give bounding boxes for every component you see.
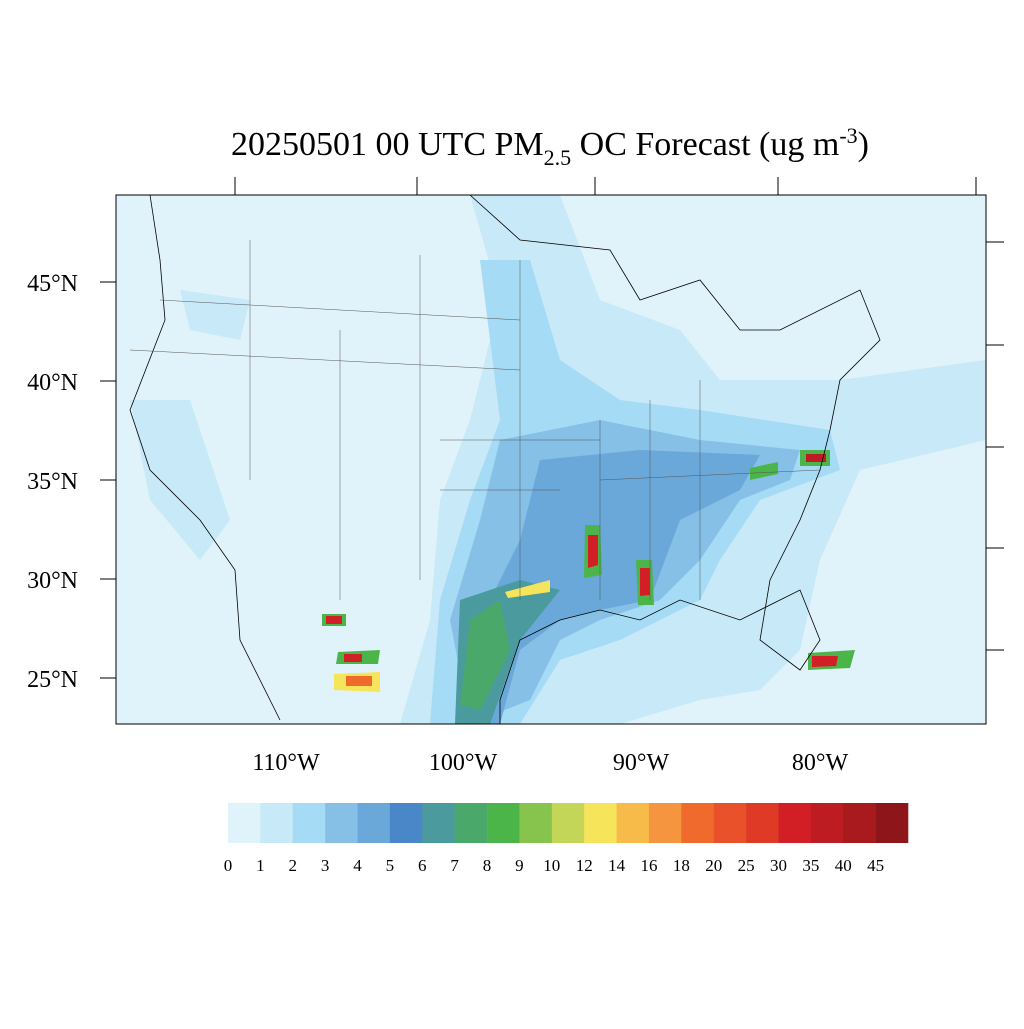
colorbar-swatch bbox=[584, 803, 617, 843]
colorbar-label: 10 bbox=[543, 856, 560, 875]
state-borders bbox=[129, 240, 821, 600]
lon-label: 90°W bbox=[613, 750, 670, 776]
colorbar-label: 0 bbox=[224, 856, 233, 875]
colorbar-swatch bbox=[713, 803, 747, 843]
lat-label: 25°N bbox=[27, 667, 78, 693]
colorbar-label: 16 bbox=[640, 856, 657, 875]
colorbar-swatch bbox=[228, 803, 261, 843]
colorbar-label: 12 bbox=[576, 856, 593, 875]
colorbar-swatch bbox=[778, 803, 812, 843]
colorbar-label: 4 bbox=[353, 856, 362, 875]
colorbar-swatch bbox=[616, 803, 650, 843]
lon-label: 110°W bbox=[252, 750, 320, 776]
colorbar-swatch bbox=[292, 803, 326, 843]
lon-label: 80°W bbox=[792, 750, 849, 776]
colorbar-label: 1 bbox=[256, 856, 265, 875]
colorbar-label: 30 bbox=[770, 856, 787, 875]
colorbar-label: 6 bbox=[418, 856, 427, 875]
colorbar-swatch bbox=[519, 803, 553, 843]
colorbar-label: 8 bbox=[483, 856, 492, 875]
lon-label: 100°W bbox=[429, 750, 498, 776]
colorbar-label: 9 bbox=[515, 856, 524, 875]
colorbar-label: 18 bbox=[673, 856, 690, 875]
colorbar-swatch bbox=[648, 803, 682, 843]
lat-label: 45°N bbox=[27, 271, 78, 297]
lat-label: 40°N bbox=[27, 370, 78, 396]
colorbar-swatch bbox=[843, 803, 876, 843]
colorbar-label: 2 bbox=[289, 856, 298, 875]
map-title: 20250501 00 UTC PM2.5 OC Forecast (ug m-… bbox=[231, 123, 869, 170]
axes: 45°N 40°N 35°N 30°N 25°N 110°W 100°W 90°W 80°W bbox=[27, 177, 1004, 776]
colorbar-label: 25 bbox=[738, 856, 755, 875]
lat-label: 30°N bbox=[27, 568, 78, 594]
colorbar-swatch bbox=[260, 803, 294, 843]
colorbar-label: 5 bbox=[386, 856, 395, 875]
colorbar-swatch bbox=[487, 803, 520, 843]
colorbar-label: 20 bbox=[705, 856, 722, 875]
colorbar-label: 40 bbox=[835, 856, 852, 875]
colorbar: 0 1 2 3 4 5 6 7 8 9 10 12 14 16 18 20 25 30 35 40 45 bbox=[224, 803, 909, 875]
colorbar-swatch bbox=[325, 803, 358, 843]
lat-label: 35°N bbox=[27, 469, 78, 495]
colorbar-swatch bbox=[389, 803, 423, 843]
colorbar-swatch bbox=[875, 803, 909, 843]
colorbar-swatch bbox=[454, 803, 488, 843]
colorbar-label: 45 bbox=[867, 856, 884, 875]
colorbar-swatch bbox=[810, 803, 844, 843]
colorbar-label: 7 bbox=[450, 856, 459, 875]
map-frame bbox=[115, 194, 987, 725]
colorbar-swatch bbox=[422, 803, 455, 843]
coastlines bbox=[129, 194, 881, 724]
colorbar-swatch bbox=[746, 803, 779, 843]
colorbar-swatch bbox=[681, 803, 715, 843]
map-field bbox=[116, 195, 986, 724]
colorbar-swatch bbox=[551, 803, 585, 843]
colorbar-swatch bbox=[357, 803, 391, 843]
colorbar-label: 3 bbox=[321, 856, 330, 875]
colorbar-label: 14 bbox=[608, 856, 626, 875]
colorbar-label: 35 bbox=[802, 856, 819, 875]
